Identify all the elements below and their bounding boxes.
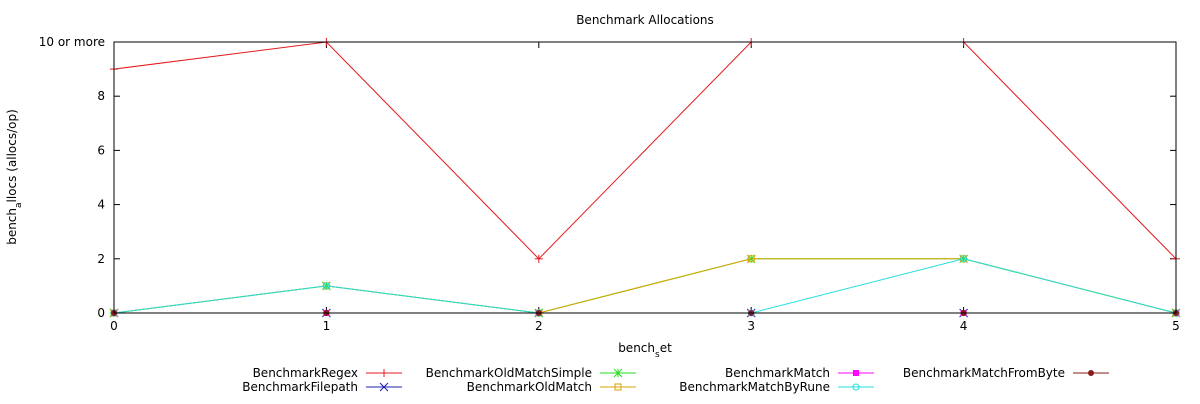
legend-item: BenchmarkRegex (253, 366, 402, 380)
legend-marker (1088, 370, 1094, 376)
y-tick-label: 6 (97, 143, 105, 157)
legend-item: BenchmarkOldMatchSimple (426, 366, 636, 380)
legend-marker (614, 383, 622, 391)
legend-label: BenchmarkMatch (725, 366, 830, 380)
plot-frame (113, 41, 1177, 314)
y-axis-label-base: bench (5, 208, 19, 245)
y-tick-label: 8 (97, 89, 105, 103)
x-tick-label: 2 (535, 319, 543, 333)
legend-item: BenchmarkFilepath (242, 380, 402, 394)
legend-label: BenchmarkOldMatch (467, 380, 592, 394)
x-tick-label: 5 (1172, 319, 1180, 333)
legend-label: BenchmarkOldMatchSimple (426, 366, 592, 380)
legend-label: BenchmarkMatchFromByte (903, 366, 1065, 380)
legend-label: BenchmarkMatchByRune (679, 380, 830, 394)
legend-marker (853, 370, 859, 376)
axes: 0 1 2 3 4 5 0 2 4 6 8 10 or more (39, 35, 1180, 333)
x-axis-label-rest: et (660, 341, 672, 355)
x-tick-label: 1 (323, 319, 331, 333)
x-tick-label: 3 (747, 319, 755, 333)
legend-item: BenchmarkMatch (725, 366, 874, 380)
x-axis-label-sub: s (655, 350, 660, 360)
data-point (534, 254, 543, 263)
legend-marker (380, 369, 388, 377)
x-tick-label: 4 (960, 319, 968, 333)
series-BenchmarkOldMatch (110, 255, 1180, 317)
chart-title: Benchmark Allocations (576, 13, 714, 27)
legend-label: BenchmarkFilepath (242, 380, 358, 394)
legend-item: BenchmarkMatchByRune (679, 380, 874, 394)
legend-item: BenchmarkOldMatch (467, 380, 636, 394)
legend-marker (379, 382, 389, 392)
x-axis-label: benchset (618, 341, 672, 360)
data-point (960, 255, 968, 263)
y-tick-label: 0 (97, 306, 105, 320)
x-tick-label: 0 (110, 319, 118, 333)
legend-item: BenchmarkMatchFromByte (903, 366, 1109, 380)
series-BenchmarkRegex (110, 38, 1180, 263)
y-axis-label-sub: a (14, 202, 24, 208)
y-tick-label: 2 (97, 252, 105, 266)
y-tick-label: 10 or more (39, 35, 105, 49)
series-layer (109, 38, 1181, 318)
data-point (322, 282, 330, 290)
x-axis-label-base: bench (618, 341, 655, 355)
series-line (113, 258, 1177, 314)
legend-marker (852, 383, 860, 391)
legend-label: BenchmarkRegex (253, 366, 358, 380)
y-axis-label: benchallocs (allocs/op) (5, 109, 24, 245)
legend-marker (613, 368, 623, 378)
y-axis-label-rest: llocs (allocs/op) (5, 109, 19, 202)
series-line (113, 41, 1177, 260)
y-tick-label: 4 (97, 198, 105, 212)
data-point (747, 255, 755, 263)
